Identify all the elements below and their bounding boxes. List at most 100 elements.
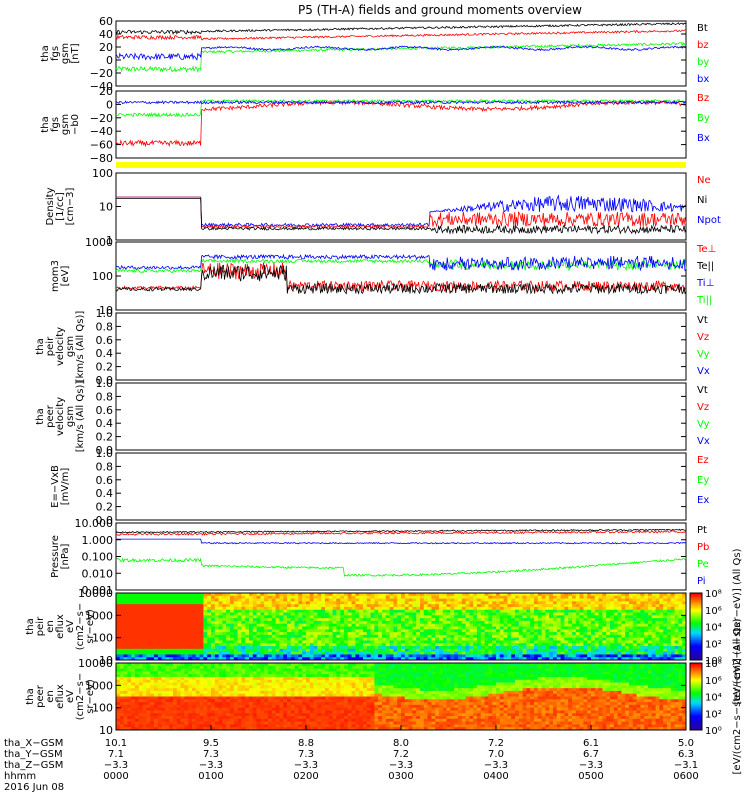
spectrogram-cell — [249, 668, 254, 672]
spectrogram-cell — [484, 626, 489, 630]
spectrogram-cell — [146, 643, 151, 647]
spectrogram-cell — [389, 598, 394, 602]
spectrogram-cell — [268, 601, 273, 605]
spectrogram-cell — [230, 651, 235, 655]
spectrogram-cell — [598, 595, 603, 599]
spectrogram-cell — [503, 632, 508, 636]
spectrogram-cell — [287, 693, 292, 697]
spectrogram-cell — [233, 699, 238, 703]
spectrogram-cell — [157, 648, 162, 653]
spectrogram-cell — [416, 646, 421, 650]
spectrogram-cell — [537, 654, 542, 658]
spectrogram-cell — [446, 640, 451, 644]
spectrogram-cell — [625, 637, 630, 641]
spectrogram-cell — [287, 685, 292, 689]
spectrogram-cell — [157, 598, 162, 602]
spectrogram-cell — [271, 615, 276, 619]
spectrogram-cell — [465, 618, 470, 622]
spectrogram-cell — [294, 618, 299, 622]
spectrogram-cell — [119, 620, 124, 625]
spectrogram-cell — [252, 612, 257, 616]
spectrogram-cell — [199, 654, 204, 658]
spectrogram-cell — [157, 685, 162, 689]
spectrogram-cell — [123, 593, 128, 597]
spectrogram-cell — [138, 707, 143, 711]
spectrogram-cell — [575, 601, 580, 605]
spectrogram-cell — [473, 601, 478, 605]
spectrogram-cell — [420, 609, 425, 613]
spectrogram-cell — [374, 598, 379, 602]
spectrogram-cell — [488, 632, 493, 636]
spectrogram-cell — [226, 620, 231, 625]
spectrogram-cell — [275, 679, 280, 683]
spectrogram-cell — [579, 593, 584, 597]
spectrogram-cell — [344, 593, 349, 597]
spectrogram-cell — [484, 604, 489, 608]
spectrogram-cell — [131, 716, 136, 720]
spectrogram-cell — [256, 674, 261, 678]
spectrogram-cell — [233, 632, 238, 636]
spectrogram-cell — [591, 629, 596, 633]
spectrogram-cell — [492, 618, 497, 622]
spectrogram-cell — [572, 654, 577, 658]
legend-bx: bx — [697, 74, 709, 85]
spectrogram-cell — [249, 676, 254, 681]
spectrogram-cell — [416, 593, 421, 597]
spectrogram-cell — [222, 595, 227, 599]
spectrogram-cell — [564, 618, 569, 622]
spectrogram-cell — [556, 598, 561, 602]
spectrogram-cell — [678, 657, 683, 661]
spectrogram-cell — [279, 696, 284, 700]
y-tick-label: −20 — [90, 67, 113, 80]
spectrogram-cell — [154, 685, 159, 689]
spectrogram-cell — [309, 618, 314, 622]
spectrogram-cell — [382, 629, 387, 633]
spectrogram-cell — [629, 651, 634, 655]
spectrogram-cell — [214, 671, 219, 675]
spectrogram-cell — [192, 620, 197, 625]
spectrogram-cell — [598, 657, 603, 661]
spectrogram-cell — [575, 620, 580, 625]
spectrogram-cell — [260, 618, 265, 622]
spectrogram-cell — [469, 626, 474, 630]
spectrogram-cell — [370, 618, 375, 622]
spectrogram-cell — [249, 643, 254, 647]
spectrogram-cell — [397, 593, 402, 597]
spectrogram-cell — [222, 648, 227, 653]
spectrogram-cell — [613, 620, 618, 625]
spectrogram-cell — [123, 704, 128, 709]
spectrogram-cell — [401, 643, 406, 647]
spectrogram-cell — [290, 668, 295, 672]
spectrogram-cell — [408, 648, 413, 653]
spectrogram-cell — [325, 651, 330, 655]
spectrogram-cell — [659, 651, 664, 655]
spectrogram-cell — [564, 640, 569, 644]
spectrogram-cell — [287, 679, 292, 683]
spectrogram-cell — [572, 626, 577, 630]
spectrogram-cell — [636, 632, 641, 636]
spectrogram-cell — [503, 634, 508, 639]
spectrogram-cell — [454, 646, 459, 650]
y-tick-label: −60 — [90, 139, 113, 152]
spectrogram-cell — [142, 598, 147, 602]
spectrogram-cell — [264, 648, 269, 653]
spectrogram-cell — [575, 634, 580, 639]
spectrogram-cell — [594, 606, 599, 611]
spectrogram-cell — [313, 640, 318, 644]
spectrogram-cell — [287, 674, 292, 678]
spectrogram-cell — [488, 626, 493, 630]
spectrogram-cell — [199, 671, 204, 675]
spectrogram-cell — [237, 721, 242, 725]
spectrogram-cell — [446, 606, 451, 611]
spectrogram-cell — [484, 595, 489, 599]
spectrogram-cell — [161, 668, 166, 672]
spectrogram-cell — [370, 626, 375, 630]
spectrogram-cell — [655, 615, 660, 619]
spectrogram-cell — [370, 609, 375, 613]
spectrogram-cell — [169, 601, 174, 605]
spectrogram-cell — [195, 643, 200, 647]
spectrogram-cell — [233, 690, 238, 695]
series-line-3 — [115, 22, 687, 35]
spectrogram-cell — [169, 626, 174, 630]
spectrogram-cell — [131, 721, 136, 725]
